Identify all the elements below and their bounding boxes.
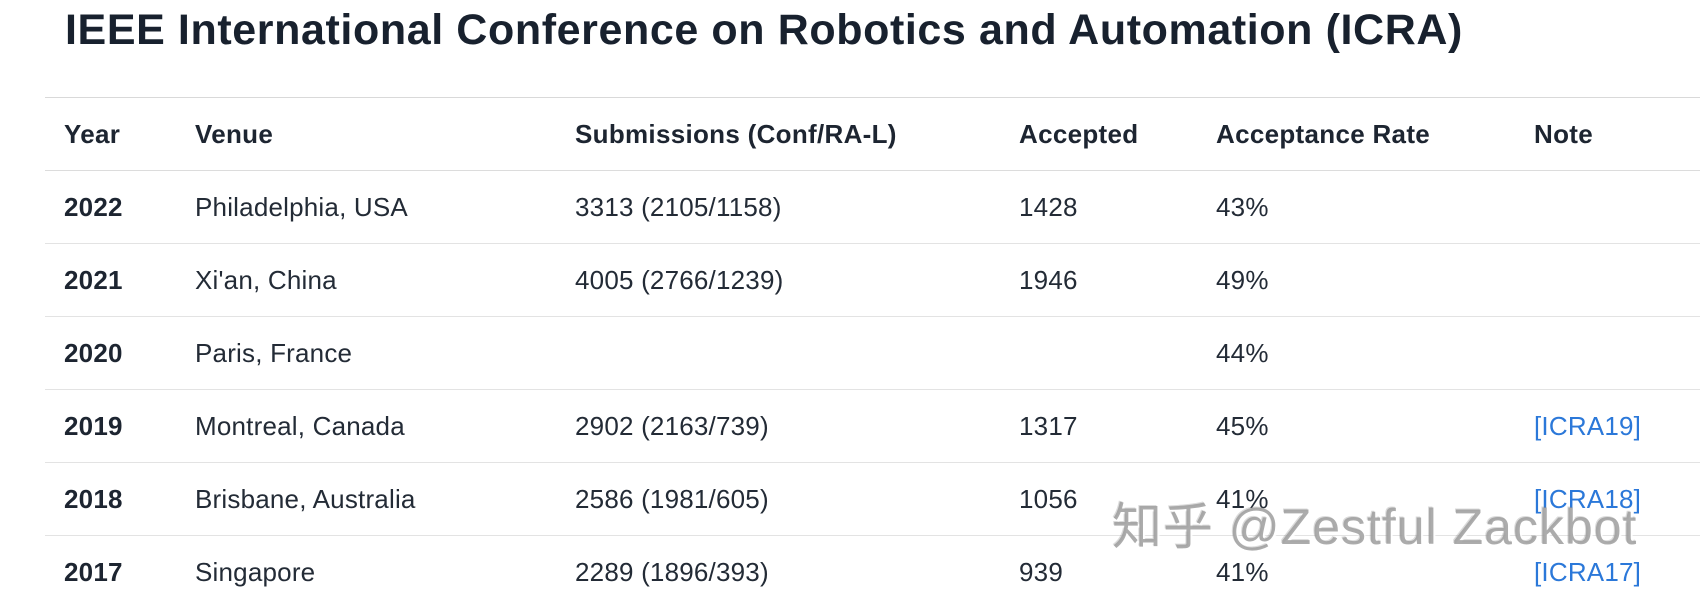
table-row: 2021 Xi'an, China 4005 (2766/1239) 1946 49%: [45, 244, 1700, 317]
column-header-acceptance-rate: Acceptance Rate: [1216, 118, 1431, 149]
accepted-cell: 939: [1019, 556, 1063, 587]
venue-cell: Singapore: [195, 556, 316, 587]
acceptance-rate-cell: 41%: [1216, 556, 1269, 587]
note-cell: [ICRA17]: [1534, 536, 1700, 604]
submissions-cell: 2289 (1896/393): [575, 556, 769, 587]
submissions-cell: 2586 (1981/605): [575, 483, 769, 514]
conference-table: Year Venue Submissions (Conf/RA-L) Accep…: [45, 97, 1700, 604]
venue-cell: Montreal, Canada: [195, 410, 405, 441]
venue-cell: Philadelphia, USA: [195, 191, 408, 222]
table-row: 2020 Paris, France 44%: [45, 317, 1700, 390]
table-row: 2017 Singapore 2289 (1896/393) 939 41% [ICRA1…: [45, 536, 1700, 604]
acceptance-rate-cell: 43%: [1216, 191, 1269, 222]
column-header-venue: Venue: [195, 118, 274, 149]
table-header: Year Venue Submissions (Conf/RA-L) Accep…: [45, 97, 1700, 171]
submissions-cell: [575, 317, 1019, 390]
venue-cell: Paris, France: [195, 337, 353, 368]
accepted-cell: 1317: [1019, 410, 1078, 441]
conference-table-container: Year Venue Submissions (Conf/RA-L) Accep…: [45, 97, 1700, 604]
note-cell: [1534, 244, 1700, 317]
table-body: 2022 Philadelphia, USA 3313 (2105/1158) 142…: [45, 171, 1700, 604]
note-cell: [ICRA18]: [1534, 463, 1700, 536]
table-row: 2018 Brisbane, Australia 2586 (1981/605) 10…: [45, 463, 1700, 536]
venue-cell: Brisbane, Australia: [195, 483, 416, 514]
acceptance-rate-cell: 49%: [1216, 264, 1269, 295]
year-cell: 2021: [64, 264, 123, 295]
column-header-year: Year: [64, 118, 121, 149]
accepted-cell: 1056: [1019, 483, 1078, 514]
year-cell: 2018: [64, 483, 123, 514]
accepted-cell: 1946: [1019, 264, 1078, 295]
column-header-accepted: Accepted: [1019, 118, 1139, 149]
note-link[interactable]: [ICRA18]: [1534, 483, 1642, 514]
column-header-submissions: Submissions (Conf/RA-L): [575, 118, 897, 149]
table-row: 2019 Montreal, Canada 2902 (2163/739) 1317 4…: [45, 390, 1700, 463]
acceptance-rate-cell: 41%: [1216, 483, 1269, 514]
column-header-note: Note: [1534, 118, 1593, 149]
note-cell: [ICRA19]: [1534, 390, 1700, 463]
note-link[interactable]: [ICRA19]: [1534, 410, 1642, 441]
submissions-cell: 2902 (2163/739): [575, 410, 769, 441]
note-cell: [1534, 317, 1700, 390]
table-row: 2022 Philadelphia, USA 3313 (2105/1158) 142…: [45, 171, 1700, 244]
year-cell: 2020: [64, 337, 123, 368]
header-row: Year Venue Submissions (Conf/RA-L) Accep…: [45, 97, 1700, 171]
year-cell: 2017: [64, 556, 123, 587]
year-cell: 2019: [64, 410, 123, 441]
venue-cell: Xi'an, China: [195, 264, 337, 295]
note-cell: [1534, 171, 1700, 244]
submissions-cell: 4005 (2766/1239): [575, 264, 784, 295]
accepted-cell: [1019, 317, 1216, 390]
note-link[interactable]: [ICRA17]: [1534, 556, 1642, 587]
accepted-cell: 1428: [1019, 191, 1078, 222]
submissions-cell: 3313 (2105/1158): [575, 191, 782, 222]
acceptance-rate-cell: 44%: [1216, 337, 1269, 368]
page-title: IEEE International Conference on Robotic…: [65, 6, 1463, 54]
year-cell: 2022: [64, 191, 123, 222]
acceptance-rate-cell: 45%: [1216, 410, 1269, 441]
